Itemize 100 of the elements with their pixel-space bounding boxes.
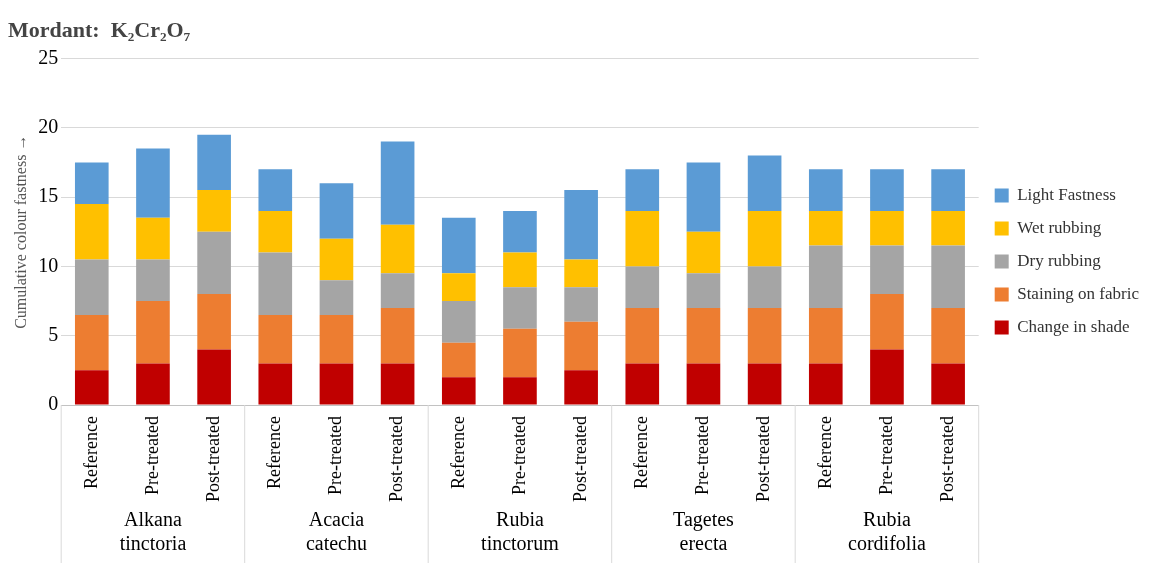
x-tick-label: Post-treated: [386, 416, 407, 503]
bar: [197, 231, 231, 295]
bar: [503, 377, 537, 405]
bar: [136, 301, 170, 364]
bar: [74, 314, 109, 371]
legend-label: Change in shade: [1017, 316, 1130, 336]
bar: [931, 363, 965, 405]
bar: [441, 377, 476, 405]
bar: [74, 259, 109, 315]
bar: [686, 231, 721, 274]
bar: [503, 287, 537, 329]
text: Alkana tinctoria: [119, 508, 187, 555]
x-tick-label: Reference: [447, 416, 468, 489]
bar: [380, 273, 415, 308]
y-tick-label: 20: [38, 114, 59, 137]
legend-label: Light Fastness: [1017, 184, 1116, 204]
bar: [564, 287, 598, 322]
bar: [319, 238, 354, 281]
chart-title: Mordant: K₂Cr₂O₇: [8, 16, 191, 42]
bar: [625, 363, 660, 405]
bar: [686, 273, 721, 308]
bar: [564, 190, 598, 260]
bar: [197, 349, 231, 405]
bar: [808, 245, 843, 308]
bar: [747, 155, 782, 211]
bar: [808, 210, 843, 246]
bar: [625, 210, 660, 267]
y-tick-label: 25: [38, 45, 59, 68]
bar: [625, 307, 660, 364]
bar: [503, 252, 537, 288]
text: Tagetes erecta: [673, 508, 735, 555]
bar: [931, 210, 965, 246]
bar: [686, 162, 721, 232]
bar: [931, 245, 965, 308]
bar: [380, 141, 415, 225]
bar: [441, 217, 476, 274]
bar: [380, 307, 415, 364]
bar: [258, 314, 293, 364]
bar: [74, 203, 109, 260]
bar: [319, 363, 354, 405]
y-tick-label: 5: [48, 322, 59, 345]
text: Rubia cordifolia: [848, 508, 926, 555]
bar: [686, 307, 721, 364]
bar: [74, 370, 109, 405]
bar: [197, 190, 231, 232]
x-tick-label: Pre-treated: [875, 416, 896, 495]
bar: [870, 169, 904, 211]
y-tick-label: 0: [48, 392, 59, 415]
bar: [441, 301, 476, 343]
bar: [258, 169, 293, 211]
x-tick-label: Post-treated: [753, 416, 774, 503]
x-tick-label: Reference: [631, 416, 652, 489]
bar: [747, 363, 782, 405]
x-tick-label: Pre-treated: [692, 416, 713, 495]
x-tick-label: Pre-treated: [508, 416, 529, 495]
bar: [319, 183, 354, 239]
bar: [564, 259, 598, 288]
bar: [870, 210, 904, 246]
text: Rubia tinctorum: [481, 508, 560, 555]
bar: [197, 134, 231, 191]
bar: [441, 342, 476, 378]
bar: [258, 210, 293, 253]
bar: [258, 252, 293, 315]
bar: [136, 217, 170, 260]
bar: [625, 266, 660, 308]
legend-label: Staining on fabric: [1017, 283, 1140, 303]
x-tick-label: Reference: [264, 416, 285, 489]
bar: [136, 148, 170, 218]
bar: [931, 169, 965, 211]
bar: [808, 307, 843, 364]
bar: [319, 314, 354, 364]
bar: [136, 363, 170, 405]
bar: [564, 321, 598, 371]
bar: [870, 245, 904, 295]
x-tick-label: Pre-treated: [325, 416, 346, 495]
text: Acacia catechu: [305, 508, 367, 555]
x-tick-label: Reference: [814, 416, 835, 489]
bar: [808, 363, 843, 405]
bar: [625, 169, 660, 211]
bar: [564, 370, 598, 405]
bar: [870, 349, 904, 405]
y-tick-label: 15: [38, 184, 59, 207]
bar: [808, 169, 843, 211]
x-tick-label: Reference: [80, 416, 101, 489]
bar: [319, 280, 354, 315]
bar: [686, 363, 721, 405]
x-tick-label: Pre-treated: [141, 416, 162, 495]
bar: [197, 294, 231, 350]
bar: [503, 210, 537, 253]
bar: [747, 266, 782, 308]
y-tick-label: 10: [38, 253, 59, 276]
bar: [931, 307, 965, 364]
bar: [441, 273, 476, 302]
legend-label: Dry rubbing: [1017, 250, 1102, 270]
bar: [747, 307, 782, 364]
bar: [380, 224, 415, 274]
x-tick-label: Post-treated: [569, 416, 590, 503]
legend-label: Wet rubbing: [1017, 217, 1102, 237]
x-tick-label: Post-treated: [936, 416, 957, 503]
y-axis-title: Cumulative colour fastness →: [11, 134, 29, 329]
